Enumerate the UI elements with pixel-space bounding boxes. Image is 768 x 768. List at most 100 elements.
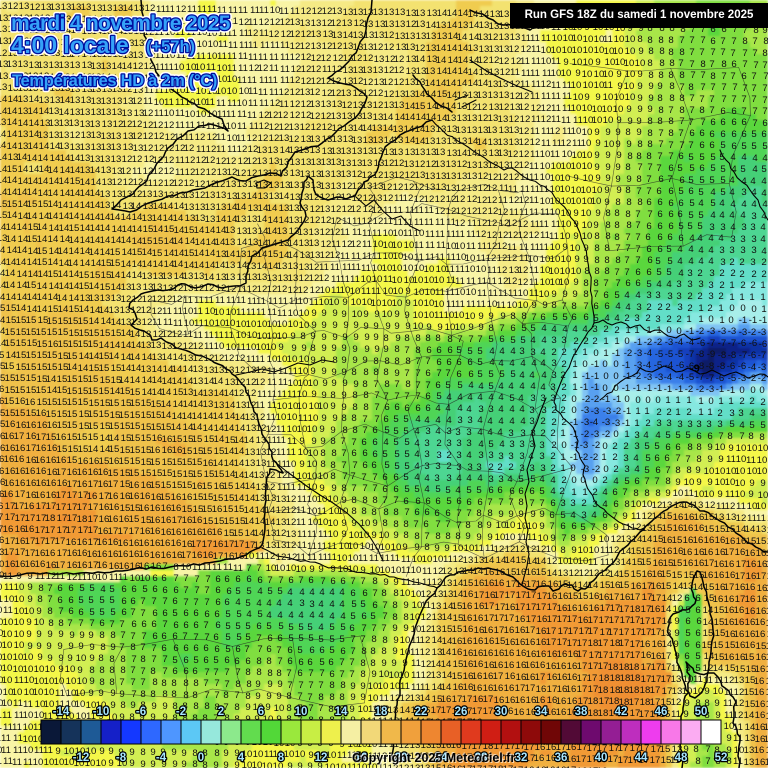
- svg-text:13: 13: [258, 191, 269, 202]
- svg-text:12: 12: [173, 178, 184, 189]
- svg-text:13: 13: [278, 168, 289, 179]
- svg-text:13: 13: [102, 119, 113, 130]
- svg-text:13: 13: [142, 189, 153, 200]
- svg-text:12: 12: [550, 126, 561, 137]
- svg-text:6: 6: [699, 163, 704, 174]
- svg-text:14: 14: [48, 211, 59, 222]
- svg-text:11: 11: [175, 97, 185, 108]
- svg-text:7: 7: [679, 140, 684, 151]
- svg-text:14: 14: [27, 187, 38, 198]
- svg-text:13: 13: [205, 190, 216, 201]
- svg-text:11: 11: [196, 51, 206, 62]
- svg-text:8: 8: [625, 127, 630, 138]
- svg-text:4: 4: [719, 198, 725, 209]
- svg-text:9: 9: [573, 173, 578, 184]
- svg-text:11: 11: [248, 52, 258, 63]
- svg-text:12: 12: [248, 28, 259, 39]
- svg-text:9: 9: [626, 104, 631, 115]
- svg-text:12: 12: [195, 167, 206, 178]
- svg-text:6: 6: [678, 151, 683, 162]
- svg-text:10: 10: [208, 39, 219, 50]
- svg-text:11: 11: [539, 184, 549, 195]
- svg-text:9: 9: [573, 208, 578, 219]
- svg-text:5: 5: [720, 164, 725, 175]
- svg-text:13: 13: [415, 19, 426, 30]
- svg-text:9: 9: [637, 69, 642, 80]
- svg-text:7: 7: [742, 59, 747, 70]
- svg-text:12: 12: [143, 108, 154, 119]
- svg-text:11: 11: [531, 56, 541, 67]
- svg-text:13: 13: [467, 113, 478, 124]
- svg-text:7: 7: [730, 71, 735, 82]
- svg-text:12: 12: [561, 138, 572, 149]
- svg-text:12: 12: [488, 160, 499, 171]
- svg-text:9: 9: [648, 93, 653, 104]
- svg-text:13: 13: [405, 31, 416, 42]
- svg-text:13: 13: [456, 125, 467, 136]
- svg-text:9: 9: [575, 68, 580, 79]
- svg-text:9: 9: [605, 127, 610, 138]
- svg-text:10: 10: [603, 69, 614, 80]
- svg-text:11: 11: [269, 63, 279, 74]
- svg-text:12: 12: [290, 99, 301, 110]
- svg-text:12: 12: [384, 89, 395, 100]
- svg-text:10: 10: [571, 161, 582, 172]
- svg-text:13: 13: [38, 60, 49, 71]
- svg-text:5: 5: [699, 175, 704, 186]
- svg-text:12: 12: [258, 63, 269, 74]
- svg-text:8: 8: [627, 151, 632, 162]
- svg-text:9: 9: [616, 150, 621, 161]
- svg-text:14: 14: [110, 212, 121, 223]
- svg-text:12: 12: [530, 137, 541, 148]
- svg-text:8: 8: [668, 35, 673, 46]
- svg-text:7: 7: [721, 71, 726, 82]
- svg-text:6: 6: [688, 186, 693, 197]
- svg-text:11: 11: [184, 132, 194, 143]
- svg-text:9: 9: [627, 116, 632, 127]
- svg-text:13: 13: [111, 154, 122, 165]
- svg-text:11: 11: [520, 79, 530, 90]
- svg-text:6: 6: [658, 174, 663, 185]
- svg-text:7: 7: [742, 48, 747, 59]
- svg-text:13: 13: [0, 71, 8, 82]
- svg-text:14: 14: [446, 78, 457, 89]
- svg-text:12: 12: [394, 77, 405, 88]
- svg-text:12: 12: [382, 182, 393, 193]
- svg-text:11: 11: [164, 97, 174, 108]
- svg-text:7: 7: [763, 71, 768, 82]
- svg-text:12: 12: [424, 194, 435, 205]
- svg-text:8: 8: [626, 197, 631, 208]
- svg-text:13: 13: [59, 141, 70, 152]
- svg-text:8: 8: [637, 197, 642, 208]
- svg-text:6: 6: [731, 117, 736, 128]
- svg-text:6: 6: [656, 186, 661, 197]
- svg-text:10: 10: [207, 109, 218, 120]
- svg-text:12: 12: [321, 53, 332, 64]
- svg-text:9: 9: [563, 57, 568, 68]
- svg-text:13: 13: [426, 31, 437, 42]
- svg-text:12: 12: [332, 64, 343, 75]
- svg-text:10: 10: [572, 33, 583, 44]
- svg-text:11: 11: [237, 75, 247, 86]
- svg-text:14: 14: [425, 78, 436, 89]
- svg-text:10: 10: [572, 45, 583, 56]
- svg-text:13: 13: [342, 18, 353, 29]
- svg-text:14: 14: [59, 107, 70, 118]
- svg-text:11: 11: [132, 166, 142, 177]
- svg-text:12: 12: [499, 102, 510, 113]
- svg-text:10: 10: [583, 34, 594, 45]
- svg-text:9: 9: [657, 81, 662, 92]
- svg-text:13: 13: [467, 183, 478, 194]
- svg-text:11: 11: [530, 68, 540, 79]
- svg-text:13: 13: [18, 129, 29, 140]
- svg-text:14: 14: [247, 191, 258, 202]
- svg-text:14: 14: [415, 89, 426, 100]
- svg-text:10: 10: [571, 196, 582, 207]
- svg-text:11: 11: [530, 149, 540, 160]
- svg-text:13: 13: [112, 96, 123, 107]
- svg-text:7: 7: [688, 140, 693, 151]
- svg-text:8: 8: [625, 162, 630, 173]
- svg-text:4: 4: [762, 153, 768, 164]
- svg-text:11: 11: [216, 121, 226, 132]
- svg-text:10: 10: [603, 115, 614, 126]
